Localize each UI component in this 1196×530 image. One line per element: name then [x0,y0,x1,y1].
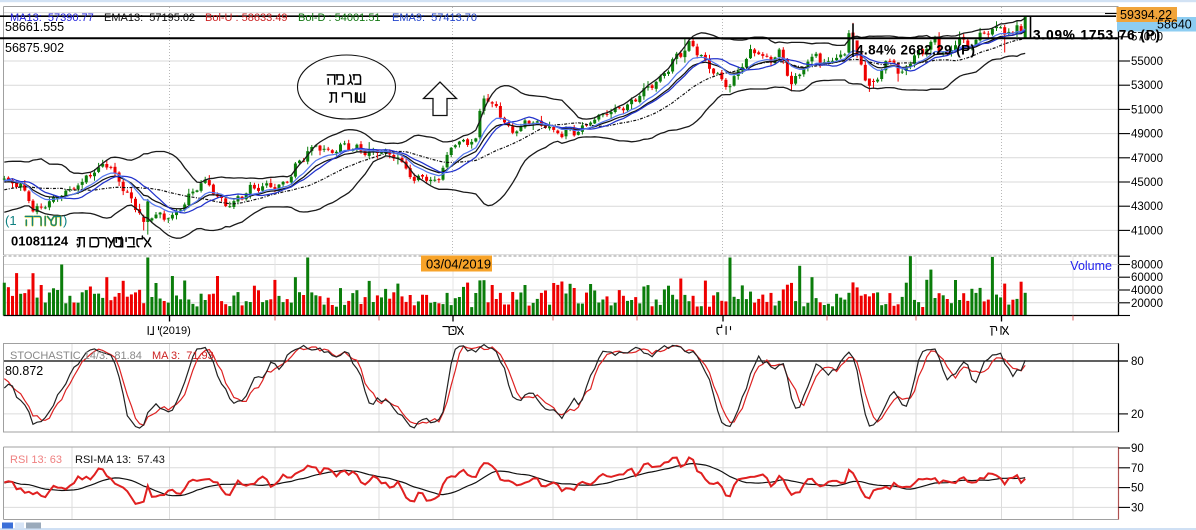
svg-text:4.84% 2682.29 (P): 4.84% 2682.29 (P) [856,43,975,58]
svg-text:RSI 13: 63: RSI 13: 63 [10,454,62,466]
svg-text:47000: 47000 [1131,153,1163,165]
svg-text:41000: 41000 [1131,225,1163,237]
svg-text:80: 80 [1131,356,1144,368]
svg-text:57000: 57000 [1131,32,1163,44]
svg-text:(2019): (2019) [159,325,191,337]
svg-text:3.09% 1753.76 (P): 3.09% 1753.76 (P) [1033,28,1160,43]
svg-text:EMA9: 57413.70: EMA9: 57413.70 [392,12,477,24]
svg-text:Bol-U : 58633.49: Bol-U : 58633.49 [205,12,288,24]
svg-text:49000: 49000 [1131,129,1163,141]
svg-text:STOCHASTIC 14/3: 81.84: STOCHASTIC 14/3: 81.84 [10,350,142,362]
svg-text:20: 20 [1131,409,1144,421]
svg-text:53000: 53000 [1131,80,1163,92]
svg-text:55000: 55000 [1131,56,1163,68]
svg-text:Volume: Volume [1070,259,1112,273]
svg-text:03/04/2019: 03/04/2019 [426,257,491,272]
svg-text:70: 70 [1131,463,1144,475]
svg-text:58661.555: 58661.555 [5,20,64,34]
svg-text:RSI-MA 13: 57.43: RSI-MA 13: 57.43 [75,454,165,466]
svg-text:80000: 80000 [1131,260,1163,272]
svg-text:40000: 40000 [1131,285,1163,297]
svg-text:Bol-D : 54001.51: Bol-D : 54001.51 [298,12,381,24]
svg-text:(1: (1 [5,213,17,228]
svg-text:): ) [63,213,67,228]
svg-text:80.872: 80.872 [5,364,43,378]
svg-text:43000: 43000 [1131,201,1163,213]
svg-text:50: 50 [1131,483,1144,495]
svg-text:51000: 51000 [1131,104,1163,116]
svg-text:60000: 60000 [1131,272,1163,284]
svg-text:01081124 :: 01081124 : [11,234,80,249]
svg-text:20000: 20000 [1131,298,1163,310]
svg-text:90: 90 [1131,443,1144,455]
svg-text:MA13: 57390.77: MA13: 57390.77 [10,12,94,24]
svg-text:56875.902: 56875.902 [5,41,64,55]
svg-text:30: 30 [1131,502,1144,514]
svg-text:59394.22: 59394.22 [1120,8,1172,22]
svg-text:45000: 45000 [1131,177,1163,189]
svg-text:EMA13: 57195.02: EMA13: 57195.02 [104,12,195,24]
svg-text:58640: 58640 [1157,18,1192,32]
svg-text:MA 3: 71.93: MA 3: 71.93 [152,350,214,362]
